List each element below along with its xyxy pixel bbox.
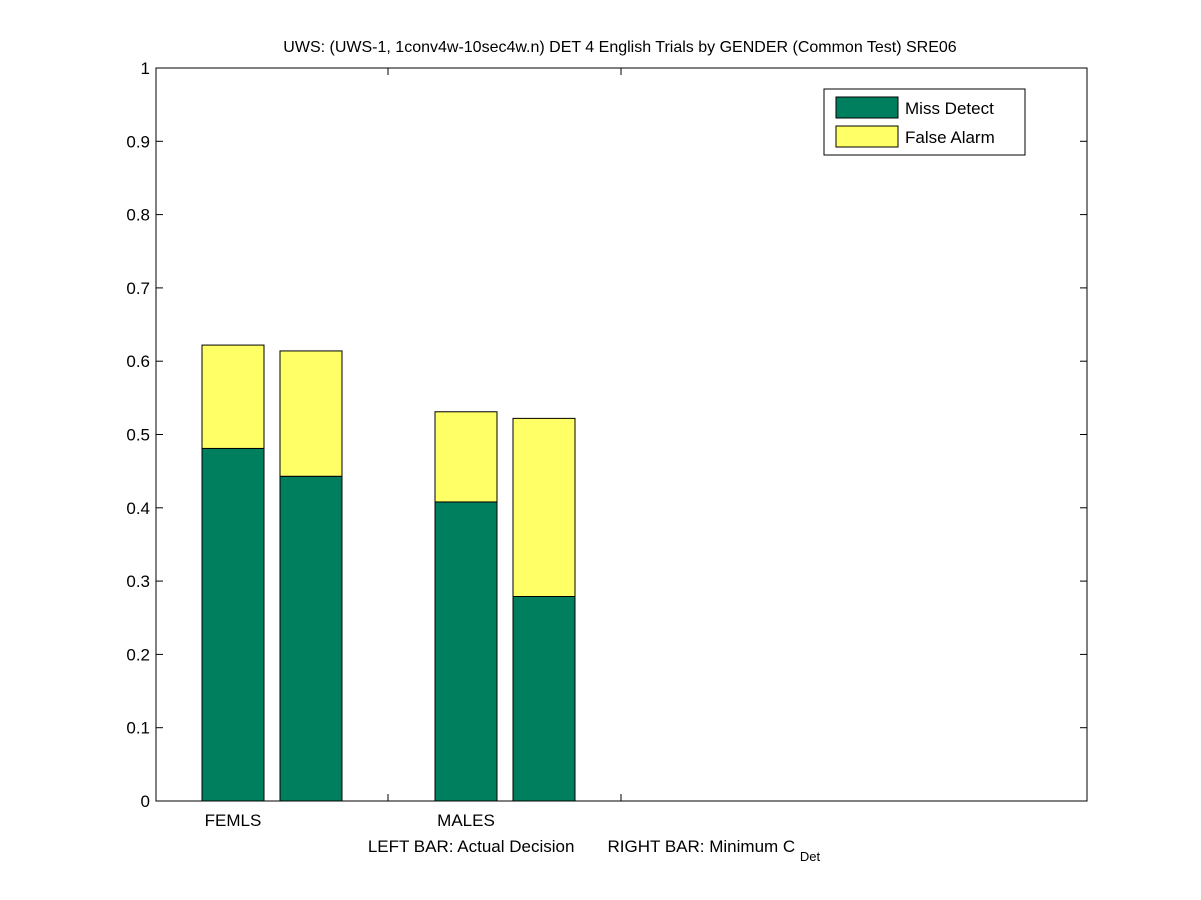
y-tick-label: 0.6 bbox=[126, 352, 150, 371]
x-axis-label-subscript: Det bbox=[800, 849, 821, 864]
x-axis-label: LEFT BAR: Actual Decision RIGHT BAR: Min… bbox=[368, 837, 821, 864]
x-axis-label-right: RIGHT BAR: Minimum C bbox=[608, 837, 796, 856]
y-tick-label: 0.2 bbox=[126, 645, 150, 664]
bar-miss-detect bbox=[201, 447, 265, 802]
legend-swatch-miss-detect bbox=[835, 96, 899, 119]
y-tick-label: 0.3 bbox=[126, 572, 150, 591]
y-axis: 0 0.1 0.2 0.3 0.4 0.5 0.6 0.7 0.8 0.9 1 bbox=[126, 59, 1087, 811]
bars bbox=[201, 344, 576, 802]
bar-false-alarm bbox=[201, 344, 265, 449]
x-tick-label: MALES bbox=[437, 811, 495, 830]
y-tick-label: 0.7 bbox=[126, 279, 150, 298]
bar-miss-detect bbox=[512, 595, 576, 802]
legend-label-miss-detect: Miss Detect bbox=[905, 99, 994, 118]
legend-swatch-false-alarm bbox=[835, 125, 899, 148]
x-axis: FEMLS MALES bbox=[205, 68, 622, 830]
x-axis-label-gap bbox=[579, 837, 603, 856]
y-tick-label: 0.4 bbox=[126, 499, 150, 518]
bar-miss-detect bbox=[279, 475, 343, 802]
x-axis-label-left: LEFT BAR: Actual Decision bbox=[368, 837, 575, 856]
y-tick-label: 0.5 bbox=[126, 426, 150, 445]
bar-miss-detect bbox=[434, 501, 498, 802]
bar-false-alarm bbox=[512, 417, 576, 597]
chart-title: UWS: (UWS-1, 1conv4w-10sec4w.n) DET 4 En… bbox=[283, 39, 956, 56]
y-tick-label: 0.8 bbox=[126, 206, 150, 225]
bar-false-alarm bbox=[434, 411, 498, 503]
y-tick-label: 0.9 bbox=[126, 132, 150, 151]
x-tick-label: FEMLS bbox=[205, 811, 262, 830]
y-tick-label: 0 bbox=[141, 792, 150, 811]
legend: Miss Detect False Alarm bbox=[823, 88, 1026, 156]
y-tick-label: 0.1 bbox=[126, 719, 150, 738]
bar-false-alarm bbox=[279, 350, 343, 477]
y-tick-label: 1 bbox=[141, 59, 150, 78]
legend-label-false-alarm: False Alarm bbox=[905, 128, 995, 147]
